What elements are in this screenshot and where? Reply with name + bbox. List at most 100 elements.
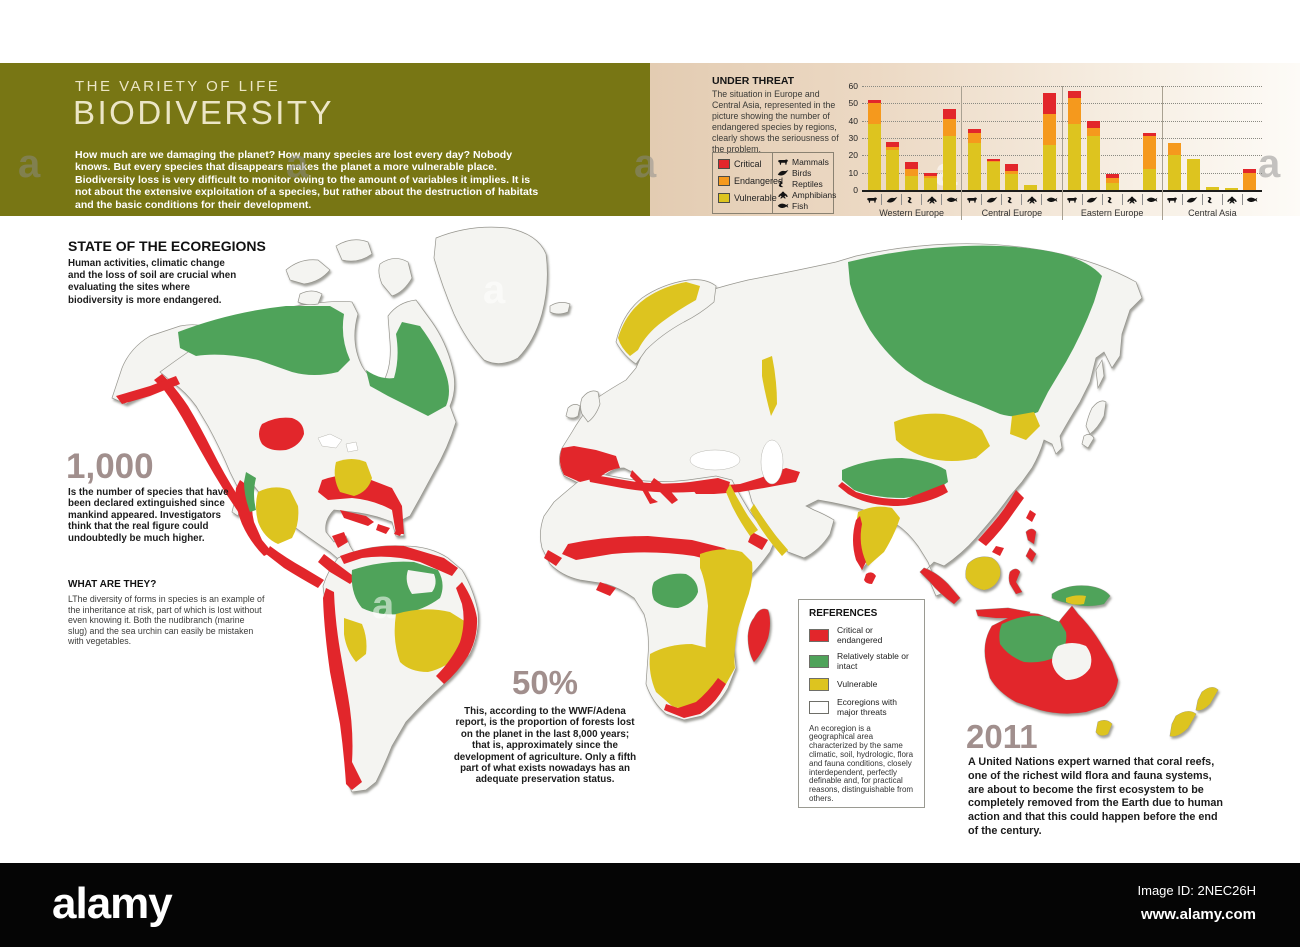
reference-label: Vulnerable <box>837 679 878 690</box>
alamy-url: www.alamy.com <box>1140 906 1256 923</box>
animal-icon-row <box>1162 190 1262 207</box>
ecoregion-central-america <box>318 554 356 584</box>
what-are-they-title: WHAT ARE THEY? <box>68 579 157 590</box>
bar-segment-critical <box>1068 91 1082 99</box>
bar-segment-endangered <box>1168 143 1182 156</box>
icon-cell <box>1123 194 1143 205</box>
mammals-icon <box>866 197 877 203</box>
map-greenland <box>433 226 548 364</box>
ecoregion-tibet <box>842 458 948 498</box>
bar-row <box>1063 86 1162 190</box>
y-tick-label: 40 <box>848 115 858 126</box>
reference-swatch <box>809 701 829 715</box>
map-ecoregion-overlays <box>116 245 1218 790</box>
ecoregion-cerrado <box>394 609 468 672</box>
bar-row <box>862 86 961 190</box>
stacked-bar-birds <box>1187 158 1201 190</box>
animal-label: Mammals <box>792 156 829 167</box>
status-label: Endangered <box>734 175 784 186</box>
ecoregion-red-sea-coast <box>726 484 758 536</box>
bar-segment-endangered <box>942 118 956 137</box>
ecoregion-australia-north <box>999 615 1067 663</box>
status-label: Critical <box>734 158 762 169</box>
bar-segment-endangered <box>867 103 881 125</box>
world-ecoregions-map <box>111 226 1219 793</box>
status-swatch <box>718 175 730 186</box>
what-are-they-text: LThe diversity of forms in species is an… <box>68 594 265 647</box>
fish-icon <box>1247 197 1258 202</box>
bar-segment-vulnerable <box>886 150 900 190</box>
map-british-isles <box>565 390 601 423</box>
ecoregion-southeast-us <box>334 459 372 496</box>
page-title: BIODIVERSITY <box>73 94 335 131</box>
ecoregions-description: Human activities, climatic change and th… <box>68 258 237 306</box>
bar-segment-critical <box>967 129 981 133</box>
animal-label: Fish <box>792 200 809 211</box>
animal-label: Amphibians <box>792 189 837 200</box>
chart-group-western-europe: Western Europe <box>862 86 962 220</box>
stat-1000-value: 1,000 <box>66 447 154 486</box>
y-tick-label: 0 <box>853 185 858 195</box>
bar-segment-vulnerable <box>905 176 919 190</box>
reptiles-icon <box>1107 196 1113 203</box>
ecoregion-mexico-west <box>235 480 272 556</box>
icon-cell <box>1183 194 1203 205</box>
bar-segment-critical <box>942 108 956 119</box>
ecoregion-sumatra <box>920 568 960 604</box>
status-legend: Critical Endangered Vulnerable <box>713 153 783 213</box>
bar-segment-vulnerable <box>923 177 937 190</box>
chart-group-label: Western Europe <box>879 208 945 218</box>
ecoregion-mexico-interior <box>256 487 299 544</box>
animal-icon-row <box>1062 190 1162 207</box>
ecoregion-canada-boreal <box>178 306 350 375</box>
stat-50-value: 50% <box>511 664 579 701</box>
birds-icon <box>986 196 998 203</box>
y-tick-label: 10 <box>848 167 858 178</box>
map-inland-waters <box>317 433 784 485</box>
animal-label: Birds <box>792 167 812 178</box>
map-north-america <box>159 299 457 597</box>
birds-icon <box>1086 196 1098 203</box>
references-items: Critical or endangered Relatively stable … <box>809 625 916 718</box>
fish-icon <box>777 203 789 208</box>
bar-segment-critical <box>1086 120 1100 128</box>
amphibians-icon <box>1227 196 1238 203</box>
bar-segment-vulnerable <box>967 143 981 190</box>
fish-icon <box>1046 197 1058 202</box>
under-threat-description: The situation in Europe and Central Asia… <box>712 89 839 154</box>
bar-segment-vulnerable <box>1105 183 1119 190</box>
y-tick-label: 50 <box>848 98 858 109</box>
bar-segment-endangered <box>1086 127 1100 137</box>
black-sea <box>689 449 741 471</box>
ecoregion-borneo <box>965 556 1001 590</box>
bar-segment-vulnerable <box>1086 136 1100 190</box>
icon-cell <box>922 194 943 205</box>
ecoregion-sa-north-coast <box>340 545 458 576</box>
bar-segment-endangered <box>923 176 937 178</box>
bar-segment-vulnerable <box>986 162 1000 190</box>
icon-cell <box>962 194 983 205</box>
stat-1000-text: Is the number of species that have been … <box>68 487 229 544</box>
ecoregion-quebec-boreal <box>366 322 449 416</box>
stacked-bar-amphibians <box>923 172 937 190</box>
amphibians-icon <box>1127 196 1138 203</box>
chart-group-eastern-europe: Eastern Europe <box>1061 86 1162 220</box>
alamy-logo: alamy <box>52 879 173 928</box>
ecoregion-himalaya <box>838 482 948 506</box>
stacked-bar-reptiles <box>905 162 919 190</box>
ecoregion-sonora <box>244 472 256 512</box>
icon-cell <box>902 194 923 205</box>
animal-icon-row <box>962 190 1062 207</box>
icon-cell <box>1143 194 1162 205</box>
icon-cell <box>1163 194 1183 205</box>
ecoregion-north-africa-coast <box>588 474 730 493</box>
animal-legend-item: Amphibians <box>777 189 836 200</box>
chart-group-central-asia: Central Asia <box>1161 86 1262 220</box>
reference-item: Critical or endangered <box>809 625 916 645</box>
ecoregion-atlantic-forest <box>436 582 478 684</box>
fish-icon <box>946 197 958 202</box>
animal-legend-item: Reptiles <box>777 178 836 189</box>
y-tick-label: 20 <box>848 150 858 161</box>
status-legend-item: Critical <box>718 157 772 170</box>
